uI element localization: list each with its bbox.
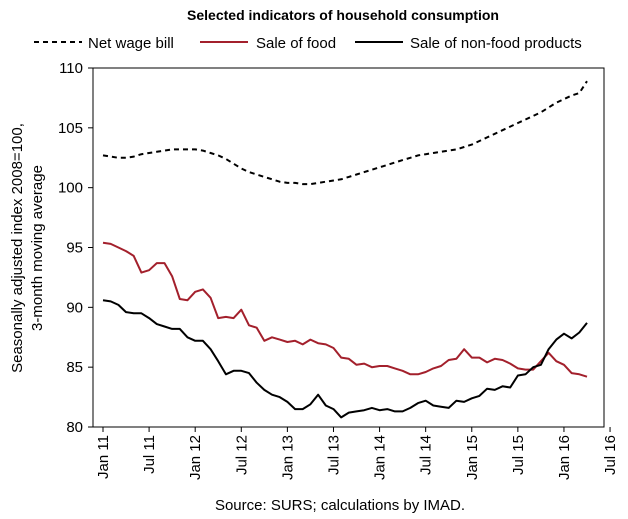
y-tick-label: 100 (58, 180, 83, 197)
x-tick-label: Jan 16 (556, 435, 573, 480)
y-tick-label: 90 (66, 299, 83, 316)
y-tick-label: 85 (66, 359, 83, 376)
x-tick-label: Jan 12 (187, 435, 204, 480)
series-group (102, 80, 588, 419)
x-tick-label: Jan 11 (95, 435, 112, 479)
y-axis-label: Seasonally adjusted index 2008=100, 3-mo… (9, 123, 46, 373)
x-tick-label: Jul 11 (141, 435, 158, 474)
series-line-sale-of-food (102, 241, 588, 378)
series-line-sale-of-non-food-products (102, 299, 588, 419)
x-tick-label: Jan 15 (464, 435, 481, 480)
y-tick-label: 95 (66, 240, 83, 257)
series-line-net-wage-bill (102, 80, 588, 186)
x-ticks: Jan 11 Jul 11 Jan 12 Jul 12 Jan 13 Jul 13 Jan … (95, 427, 619, 480)
y-tick-label: 110 (59, 60, 83, 77)
legend-label-net-wage-bill: Net wage bill (88, 35, 174, 52)
y-tick-label: 80 (66, 419, 83, 436)
legend-label-sale-of-food: Sale of food (256, 35, 336, 52)
x-tick-label: Jul 13 (325, 435, 342, 475)
y-ticks: 80 85 90 95 100 105 110 (58, 60, 93, 436)
x-tick-label: Jul 12 (233, 435, 250, 475)
x-tick-label: Jul 15 (510, 435, 527, 475)
y-axis-label-line2: 3-month moving average (29, 165, 46, 331)
legend-label-sale-of-non-food: Sale of non-food products (410, 35, 582, 52)
x-tick-label: Jan 14 (372, 435, 389, 480)
y-axis-label-line1: Seasonally adjusted index 2008=100, (9, 123, 26, 373)
x-tick-label: Jan 13 (279, 435, 296, 480)
source-note: Source: SURS; calculations by IMAD. (215, 497, 465, 514)
x-tick-label: Jul 16 (602, 435, 619, 475)
chart-title: Selected indicators of household consump… (187, 7, 499, 23)
legend: Net wage bill Sale of food Sale of non-f… (34, 35, 582, 52)
x-tick-label: Jul 14 (418, 435, 435, 475)
y-tick-label: 105 (58, 120, 83, 137)
